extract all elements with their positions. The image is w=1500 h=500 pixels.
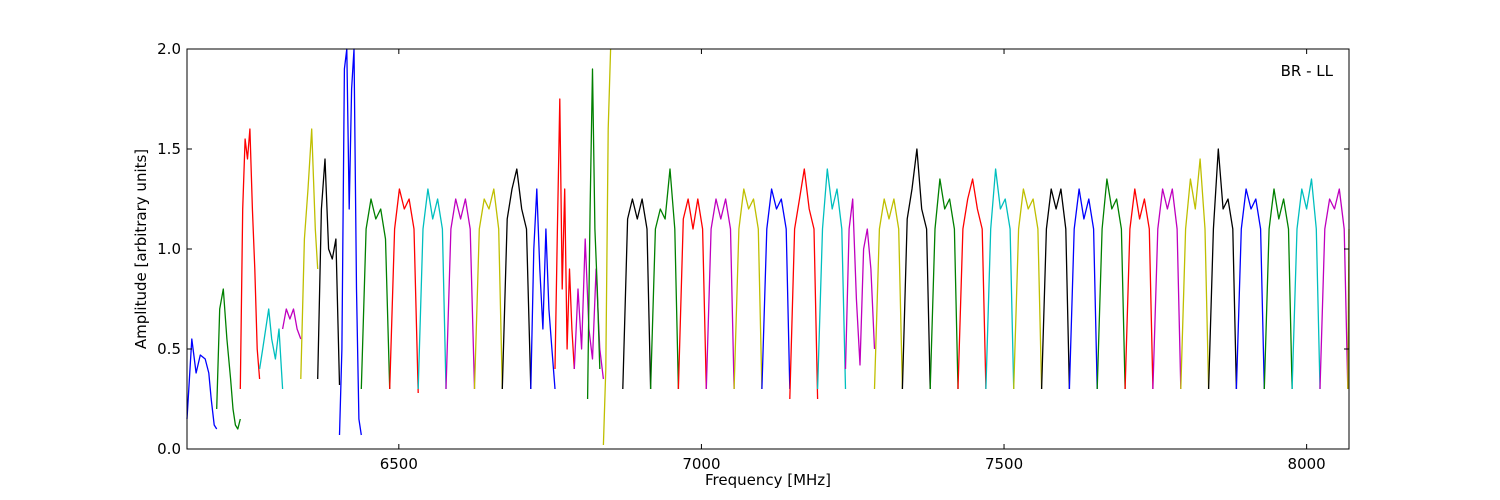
x-axis-label: Frequency [MHz]: [705, 471, 831, 489]
series-line-34: [1040, 188, 1071, 390]
series-line-19: [622, 198, 652, 390]
series-line-9: [389, 188, 419, 394]
series-line-28: [873, 198, 904, 390]
series-line-39: [1180, 158, 1210, 390]
y-tick-label-4: 2.0: [157, 40, 181, 58]
series-line-14: [530, 188, 556, 390]
series-line-12: [473, 188, 503, 390]
series-line-41: [1235, 188, 1265, 390]
y-axis-label: Amplitude [arbitrary units]: [132, 149, 150, 349]
series-line-44: [1319, 188, 1349, 390]
series-line-30: [929, 178, 959, 390]
series-line-7: [338, 48, 362, 436]
series-line-10: [417, 188, 447, 390]
series-line-0: [186, 338, 218, 430]
annotation-label: BR - LL: [1281, 62, 1334, 80]
series-line-31: [957, 178, 987, 390]
series-line-13: [501, 168, 532, 390]
y-tick-label-3: 1.5: [157, 140, 181, 158]
series-line-38: [1152, 188, 1182, 390]
y-tick-label-1: 0.5: [157, 340, 181, 358]
x-tick-label-3: 8000: [1288, 455, 1326, 473]
series-line-18: [602, 48, 612, 446]
series-line-2: [239, 128, 261, 390]
series-line-6: [317, 158, 341, 386]
series-line-26: [816, 168, 847, 390]
series-line-35: [1068, 188, 1098, 390]
series-line-5: [300, 128, 319, 380]
series-line-43: [1291, 178, 1321, 390]
series-line-1: [216, 288, 241, 430]
series-line-29: [901, 148, 931, 390]
x-tick-label-1: 7000: [682, 455, 720, 473]
plot-background: [187, 49, 1349, 449]
series-layer: [186, 48, 1350, 446]
series-line-15: [554, 98, 575, 370]
series-line-25: [789, 168, 819, 400]
series-line-8: [360, 198, 391, 390]
series-line-22: [705, 198, 735, 390]
x-tick-label-2: 7500: [985, 455, 1023, 473]
y-tick-label-2: 1.0: [157, 240, 181, 258]
series-line-3: [258, 308, 284, 390]
tick-layer: 6500 7000 7500 8000 0.0 0.5 1.0 1.5 2.0: [157, 40, 1349, 473]
plot-frame: [186, 48, 1350, 450]
series-line-33: [1013, 188, 1043, 390]
series-line-40: [1207, 148, 1238, 390]
series-line-27: [844, 198, 876, 370]
series-line-4: [281, 308, 302, 340]
series-line-32: [985, 168, 1015, 390]
series-line-37: [1124, 188, 1154, 390]
series-line-42: [1263, 188, 1293, 390]
series-line-20: [649, 168, 680, 390]
x-tick-label-0: 6500: [380, 455, 418, 473]
series-line-11: [445, 198, 476, 390]
series-line-21: [677, 198, 707, 390]
series-line-17: [586, 68, 601, 400]
series-line-24: [761, 188, 791, 390]
series-line-36: [1096, 178, 1126, 390]
y-tick-label-0: 0.0: [157, 440, 181, 458]
series-line-23: [733, 188, 763, 390]
